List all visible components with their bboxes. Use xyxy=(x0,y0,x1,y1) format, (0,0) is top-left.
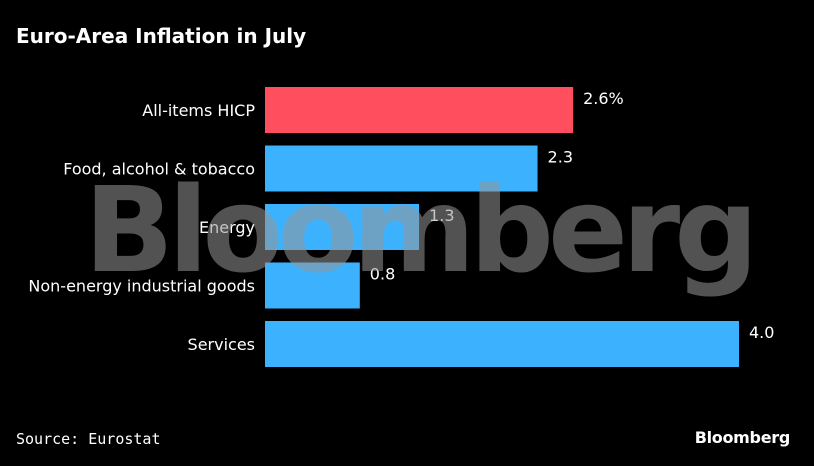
bloomberg-logo: Bloomberg xyxy=(694,428,791,447)
value-label-food-alcohol-tobacco: 2.3 xyxy=(548,148,573,167)
category-label-non-energy-industrial-goods: Non-energy industrial goods xyxy=(28,277,255,296)
bar-non-energy-industrial-goods xyxy=(265,262,360,309)
category-label-food-alcohol-tobacco: Food, alcohol & tobacco xyxy=(63,160,255,179)
chart-title: Euro-Area Inflation in July xyxy=(16,24,307,48)
category-label-services: Services xyxy=(188,335,255,354)
value-label-non-energy-industrial-goods: 0.8 xyxy=(370,265,395,284)
bar-food-alcohol-tobacco xyxy=(265,145,538,192)
value-label-energy: 1.3 xyxy=(429,206,454,225)
value-label-all-items-hicp: 2.6% xyxy=(583,89,624,108)
value-label-services: 4.0 xyxy=(749,323,774,342)
bar-services xyxy=(265,321,739,367)
source-note: Source: Eurostat xyxy=(16,430,161,448)
category-label-all-items-hicp: All-items HICP xyxy=(142,101,255,120)
bar-energy xyxy=(265,204,420,250)
bar-all-items-hicp xyxy=(265,87,574,133)
category-label-energy: Energy xyxy=(199,218,255,237)
